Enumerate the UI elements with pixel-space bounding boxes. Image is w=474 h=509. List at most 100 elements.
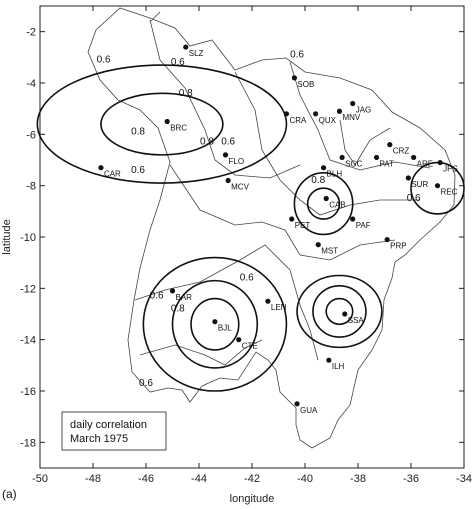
station-label-cra: CRA	[289, 116, 307, 125]
station-marker	[222, 152, 229, 158]
station-marker	[387, 142, 393, 148]
station-marker	[350, 100, 356, 107]
x-tick-label: -50	[32, 473, 48, 485]
state-boundary	[169, 164, 396, 261]
station-label-mst: MST	[321, 247, 338, 256]
contour-line-0.8	[100, 92, 224, 156]
contour-labels: 0.6 0.6 0.8 0.8 0.8 0.6 0.6 0.6 0.8 0.6 0.6 0.6 0.8 0…	[97, 49, 421, 389]
contour-label: 0.8	[200, 137, 214, 148]
station-label-cte: CTE	[242, 342, 258, 351]
x-tick-label: -48	[85, 473, 101, 485]
state-boundary	[134, 244, 319, 361]
station-label-sur: SUR	[411, 180, 428, 189]
contour-line-0.8	[190, 297, 240, 351]
station-label-jag: JAG	[356, 106, 372, 115]
station-marker	[315, 242, 321, 248]
contour-line-0.6	[410, 161, 465, 215]
y-tick-label: -16	[20, 386, 36, 398]
x-tick-label: -46	[138, 473, 154, 485]
station-marker	[212, 319, 218, 325]
legend-line-2: March 1975	[70, 433, 128, 445]
station-label-paf: PAF	[356, 221, 371, 230]
contour-label: 0.6	[131, 165, 145, 176]
contour-line-0.8	[325, 297, 354, 326]
correlation-contours	[36, 64, 465, 392]
contour-label: 0.8	[131, 126, 145, 137]
contour-line-0.6	[142, 256, 288, 392]
station-label-rec: REC	[441, 188, 458, 197]
y-tick-label: -2	[26, 27, 36, 39]
station-label-car: CAR	[104, 170, 121, 179]
station-label-sob: SOB	[297, 80, 314, 89]
y-axis-title: latitude	[1, 219, 13, 254]
x-tick-label: -44	[191, 473, 207, 485]
y-tick-label: -18	[20, 437, 36, 449]
station-marker	[289, 216, 295, 222]
contour-label: 0.6	[221, 137, 235, 148]
legend-line-1: daily correlation	[70, 419, 147, 431]
station-label-mcv: MCV	[231, 183, 249, 192]
y-axis: -2 -4 -6 -8 -10 -12 -14 -16 -18	[20, 27, 464, 449]
contour-label: 0.6	[97, 54, 111, 65]
station-label-ssa: SSA	[348, 316, 365, 325]
contour-line-0.6	[296, 274, 383, 349]
x-tick-label: -42	[244, 473, 260, 485]
contour-line-0.6	[312, 284, 367, 338]
station-label-are: ARE	[417, 159, 433, 168]
station-marker	[169, 288, 176, 294]
x-tick-label: -38	[350, 473, 366, 485]
state-boundary	[289, 61, 431, 171]
panel-label: (a)	[2, 487, 17, 501]
station-label-ilh: ILH	[332, 362, 345, 371]
y-tick-label: -6	[26, 129, 36, 141]
station-label-mnv: MNV	[342, 113, 360, 122]
station-label-cab: CAB	[329, 201, 345, 210]
station-marker	[336, 108, 343, 114]
station-marker	[326, 357, 332, 363]
station-marker	[291, 75, 297, 81]
contour-label: 0.8	[311, 175, 325, 186]
station-label-prp: PRP	[390, 242, 406, 251]
river	[149, 11, 161, 23]
station-label-gua: GUA	[300, 406, 318, 415]
legend-frame	[61, 411, 167, 451]
contour-label: 0.8	[171, 303, 185, 314]
contour-line-0.8	[171, 279, 259, 369]
station-marker	[225, 177, 231, 184]
station-label-bar: BAR	[176, 293, 193, 302]
contour-label: 0.6	[407, 193, 421, 204]
contour-label: 0.6	[171, 57, 185, 68]
contour-label: 0.6	[290, 49, 304, 60]
y-tick-label: -14	[20, 335, 36, 347]
station-marker	[98, 165, 104, 171]
station-marker	[265, 298, 271, 304]
x-tick-label: -34	[456, 473, 472, 485]
state-boundary	[139, 339, 263, 366]
station-label-slz: SLZ	[189, 49, 204, 58]
contour-label: 0.6	[240, 273, 254, 284]
y-tick-label: -8	[26, 181, 36, 193]
station-label-blh: BLH	[327, 170, 343, 179]
y-tick-label: -12	[20, 283, 36, 295]
station-marker	[411, 154, 417, 161]
x-tick-label: -40	[297, 473, 313, 485]
state-boundary	[339, 119, 391, 166]
x-axis-title: longitude	[230, 493, 275, 505]
coastline	[87, 7, 456, 449]
station-marker	[313, 111, 319, 117]
station-marker	[283, 111, 290, 117]
contour-line-0.6	[36, 64, 288, 184]
plot-frame	[39, 5, 465, 469]
station-label-pet: PET	[295, 221, 311, 230]
station-marker	[350, 216, 356, 222]
y-tick-label: -4	[26, 78, 36, 90]
station-marker	[437, 159, 443, 166]
station-marker	[434, 183, 441, 189]
contour-label: 0.8	[179, 88, 193, 99]
station-marker	[373, 154, 380, 161]
contour-line-0.8	[306, 187, 341, 220]
station-label-sgc: SGC	[345, 159, 363, 168]
station-marker	[384, 236, 390, 243]
station-marker	[320, 165, 327, 171]
legend-box: daily correlation March 1975	[61, 411, 167, 451]
